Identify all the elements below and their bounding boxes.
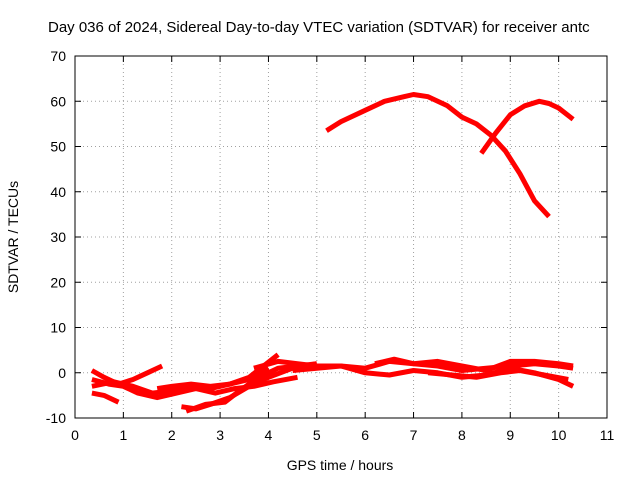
series-line-track-13 [427,368,569,382]
x-tick-label: 0 [71,427,79,443]
x-tick-label: 10 [551,427,567,443]
y-tick-label: 0 [58,365,66,381]
x-tick-label: 7 [410,427,418,443]
y-tick-label: -10 [46,410,66,426]
series-line-track-1 [325,92,551,219]
y-tick-label: 40 [50,184,66,200]
x-tick-label: 2 [168,427,176,443]
series-line-track-3 [90,363,164,387]
y-tick-label: 70 [50,48,66,64]
y-axis-title: SDTVAR / TECUs [5,181,21,293]
x-tick-label: 1 [119,427,127,443]
y-tick-label: 50 [50,139,66,155]
series-line-track-12 [374,356,574,373]
x-tick-label: 11 [600,427,615,443]
axis-ticks [74,55,608,419]
x-tick-label: 6 [361,427,369,443]
series-line-track-6 [91,390,120,405]
chart-title: Day 036 of 2024, Sidereal Day-to-day VTE… [48,19,590,36]
y-tick-label: 10 [50,320,66,336]
x-tick-label: 9 [506,427,514,443]
x-tick-label: 8 [458,427,466,443]
series-group [90,92,575,414]
y-tick-label: 30 [50,229,66,245]
x-tick-label: 5 [313,427,321,443]
y-tick-label: 20 [50,274,66,290]
series-line-track-8 [185,361,318,414]
x-tick-label: 3 [216,427,224,443]
tick-labels: 0 1 2 3 4 5 6 7 8 9 10 11 -10 0 10 20 30 40 50 60 70 [46,48,615,443]
series-line-track-5 [91,374,298,401]
series-line-track-2 [479,98,575,155]
y-tick-label: 60 [50,93,66,109]
x-axis-title: GPS time / hours [287,457,394,473]
x-tick-label: 4 [265,427,273,443]
